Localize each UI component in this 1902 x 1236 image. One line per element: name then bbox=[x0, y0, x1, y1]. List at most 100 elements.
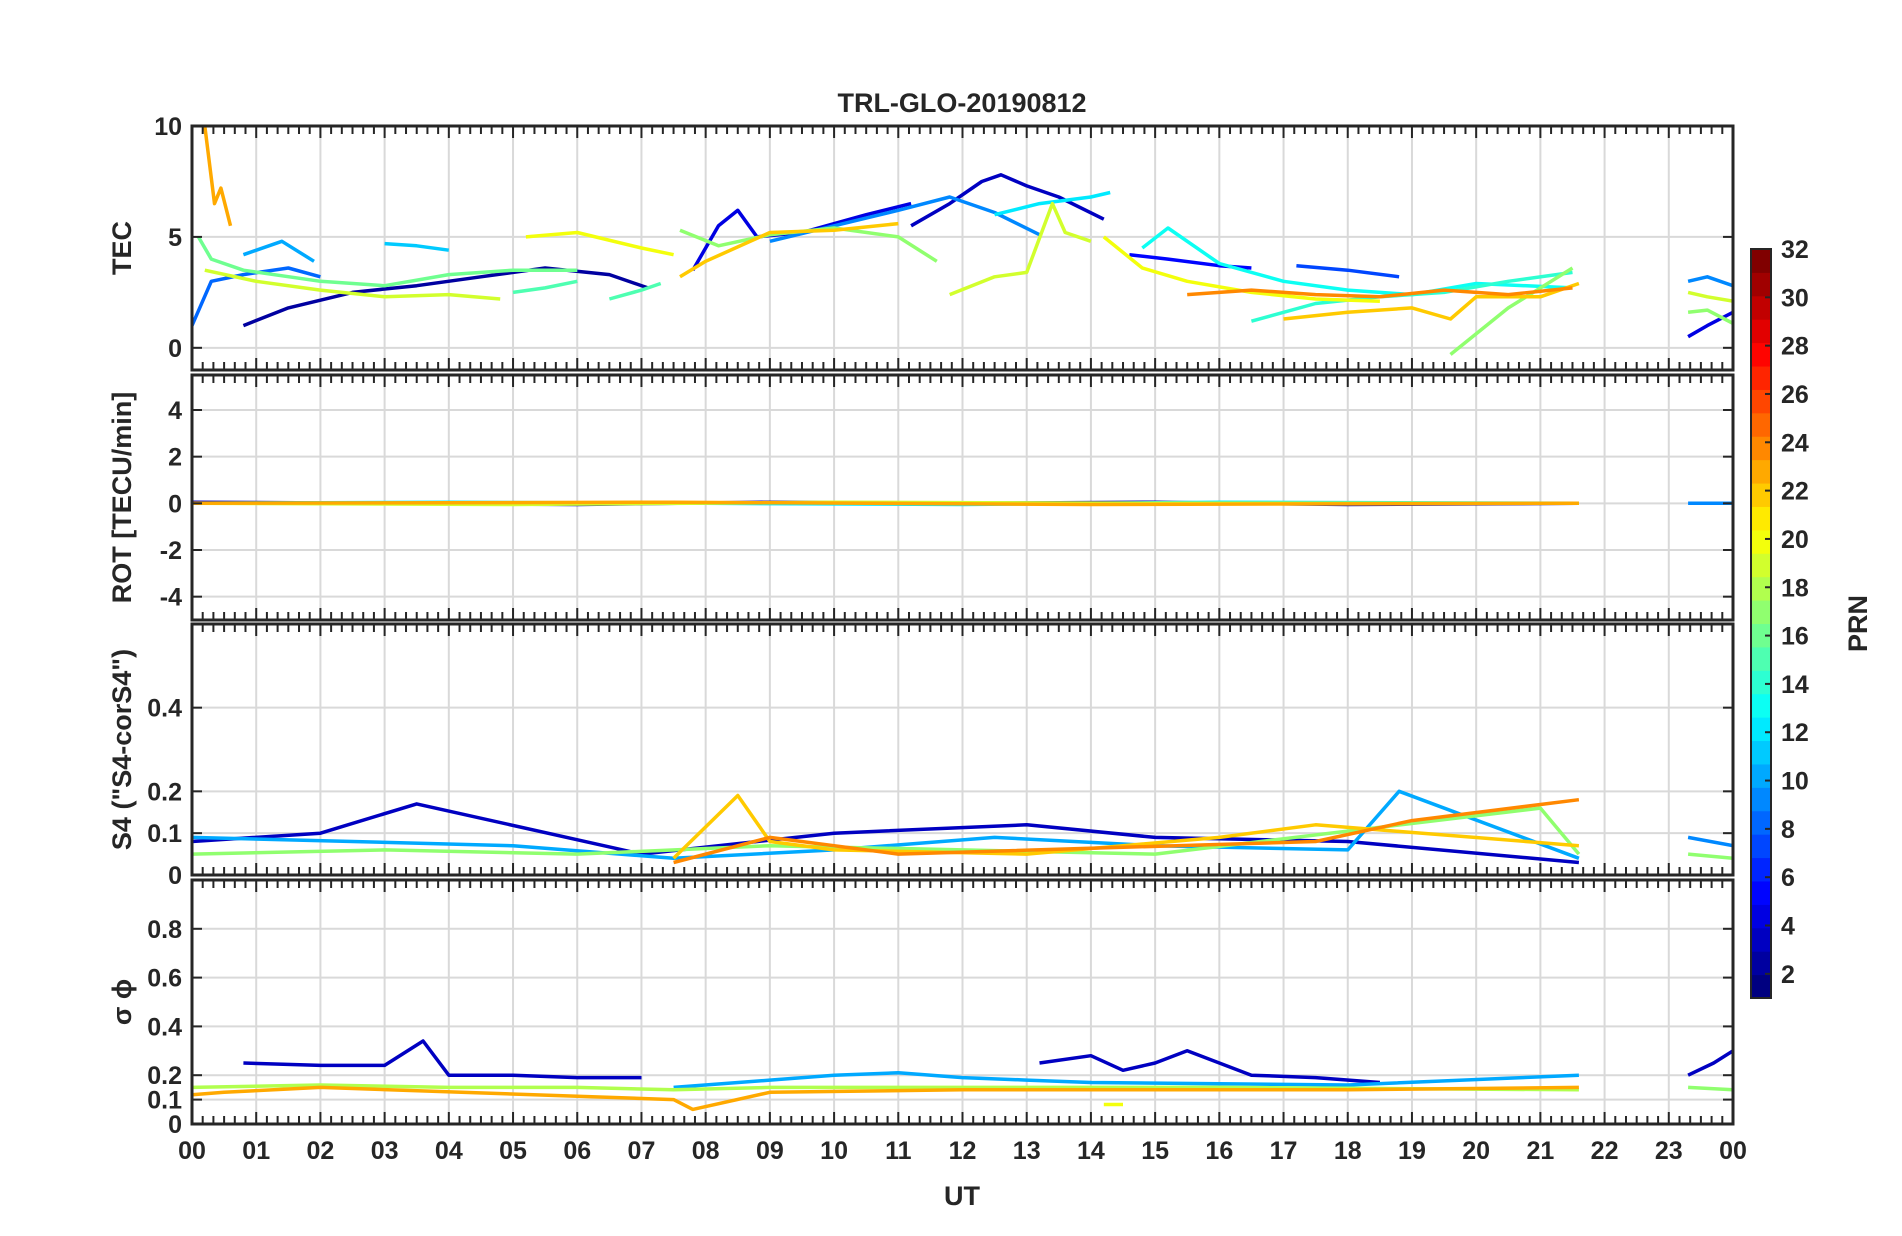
series-line bbox=[1283, 281, 1580, 321]
colorbar-tick-label: 32 bbox=[1781, 236, 1809, 264]
series-line bbox=[242, 239, 315, 263]
colorbar-tick-label: 8 bbox=[1781, 816, 1795, 844]
y-tick-label: 4 bbox=[168, 397, 182, 425]
y-axis-label: S4 ("S4-corS4") bbox=[107, 649, 137, 850]
y-axis-label: TEC bbox=[107, 221, 137, 275]
x-tick-label: 12 bbox=[949, 1137, 977, 1165]
series-line bbox=[1687, 1049, 1733, 1077]
series-line bbox=[1187, 286, 1573, 299]
x-tick-label: 01 bbox=[242, 1137, 270, 1165]
y-tick-label: 2 bbox=[168, 444, 182, 472]
x-tick-label: 14 bbox=[1077, 1137, 1105, 1165]
y-tick-label: 0.8 bbox=[147, 916, 182, 944]
grid bbox=[192, 375, 1733, 620]
colorbar-tick-label: 12 bbox=[1781, 719, 1809, 747]
x-tick-label: 20 bbox=[1462, 1137, 1490, 1165]
series-line bbox=[949, 201, 1092, 297]
y-tick-label: 0.6 bbox=[147, 965, 182, 993]
series-line bbox=[673, 1071, 1579, 1090]
y-tick-label: -2 bbox=[160, 537, 182, 565]
series-line bbox=[1687, 852, 1733, 861]
series-line bbox=[192, 806, 1581, 856]
x-tick-label: 06 bbox=[563, 1137, 591, 1165]
colorbar-tick-label: 16 bbox=[1781, 623, 1809, 651]
series-line bbox=[1687, 835, 1733, 848]
series-line bbox=[512, 279, 578, 295]
series-line bbox=[1102, 235, 1380, 303]
x-minor-ticks bbox=[191, 126, 1734, 370]
x-tick-label: 00 bbox=[1719, 1137, 1747, 1165]
panel-4: 00.10.2 0.4 0.6 0.8 σ ϕ bbox=[107, 878, 1735, 1139]
colorbar-tick-label: 28 bbox=[1781, 333, 1809, 361]
colorbar-tick-label: 2 bbox=[1781, 961, 1795, 989]
x-tick-label: 18 bbox=[1334, 1137, 1362, 1165]
x-tick-label: 21 bbox=[1526, 1137, 1554, 1165]
y-tick-label: 0 bbox=[168, 862, 182, 890]
series-line bbox=[1687, 310, 1733, 339]
y-axis-label: ROT [TECU/min] bbox=[107, 392, 137, 603]
colorbar-tick-label: 10 bbox=[1781, 768, 1809, 796]
series-line bbox=[679, 221, 899, 279]
x-minor-ticks bbox=[191, 624, 1734, 875]
x-tick-label: 07 bbox=[628, 1137, 656, 1165]
y-axis-label: σ ϕ bbox=[107, 979, 137, 1025]
x-tick-label: 00 bbox=[178, 1137, 206, 1165]
series-line bbox=[196, 236, 578, 288]
panel-2: -4 -2 0 2 4 ROT [TECU/min] bbox=[107, 373, 1735, 622]
series-line bbox=[1688, 1085, 1733, 1092]
x-tick-label: 23 bbox=[1655, 1137, 1683, 1165]
y-tick-label: 10 bbox=[154, 113, 182, 141]
y-tick-label: 0.2 bbox=[147, 1062, 182, 1090]
x-tick-label: 04 bbox=[435, 1137, 463, 1165]
y-tick-label: 0.2 bbox=[147, 778, 182, 806]
y-tick-label: 0.1 bbox=[147, 1087, 182, 1115]
y-tick-label: 0.4 bbox=[147, 695, 182, 723]
x-tick-label: 15 bbox=[1141, 1137, 1169, 1165]
x-tick-label: 10 bbox=[820, 1137, 848, 1165]
colorbar-tick-label: 14 bbox=[1781, 671, 1809, 699]
series-line bbox=[203, 126, 233, 227]
series-line bbox=[204, 268, 501, 301]
series-line bbox=[1039, 1049, 1381, 1085]
x-tick-label: 11 bbox=[885, 1137, 912, 1165]
colorbar-tick-label: 24 bbox=[1781, 429, 1809, 457]
x-tick-label: 05 bbox=[499, 1137, 527, 1165]
series-line bbox=[1141, 226, 1573, 297]
x-tick-label: 16 bbox=[1205, 1137, 1233, 1165]
series-line bbox=[608, 281, 662, 301]
series-line bbox=[192, 789, 1580, 861]
y-tick-label: 0.1 bbox=[147, 820, 182, 848]
x-tick-label: 17 bbox=[1270, 1137, 1298, 1165]
series-line bbox=[994, 190, 1111, 217]
y-tick-label: 0.4 bbox=[147, 1013, 182, 1041]
x-tick-label: 02 bbox=[307, 1137, 335, 1165]
x-axis-label: UT bbox=[944, 1181, 980, 1211]
colorbar-tick-label: 22 bbox=[1781, 478, 1809, 506]
series-line bbox=[1687, 290, 1733, 303]
colorbar-tick-label: 30 bbox=[1781, 284, 1809, 312]
colorbar-tick-label: 18 bbox=[1781, 574, 1809, 602]
series-line bbox=[243, 1039, 642, 1080]
series-line bbox=[242, 266, 649, 328]
series-line bbox=[525, 230, 674, 257]
colorbar-tick-label: 4 bbox=[1781, 913, 1795, 941]
series-line bbox=[192, 500, 1579, 507]
x-tick-labels: 00 01 02 03 04 05 06 07 08 09 10 11 12 13 14 15 16 17 18 19… bbox=[178, 1137, 1747, 1165]
colorbar-tick-label: 26 bbox=[1781, 381, 1809, 409]
x-tick-label: 22 bbox=[1591, 1137, 1619, 1165]
series-line bbox=[1687, 275, 1733, 288]
series-line bbox=[192, 1085, 1579, 1112]
chart-title: TRL-GLO-20190812 bbox=[837, 88, 1086, 118]
series-line bbox=[1296, 263, 1400, 279]
series-line bbox=[673, 797, 1580, 865]
x-tick-label: 09 bbox=[756, 1137, 784, 1165]
y-tick-label: 0 bbox=[168, 490, 182, 518]
x-tick-label: 03 bbox=[371, 1137, 399, 1165]
panel-3: 0 0.1 0.2 0.4 S4 ("S4-corS4") bbox=[107, 622, 1735, 890]
y-tick-label: 0 bbox=[168, 1111, 182, 1139]
series-line bbox=[910, 173, 1105, 228]
x-tick-label: 13 bbox=[1013, 1137, 1041, 1165]
series-line bbox=[192, 266, 321, 327]
